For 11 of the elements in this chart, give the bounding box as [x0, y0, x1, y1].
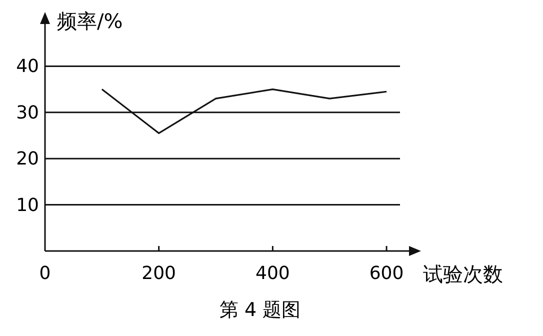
y-tick-label: 10 — [16, 194, 39, 216]
y-axis-title: 频率/% — [57, 9, 123, 33]
text: 第 4 题图 — [219, 299, 301, 321]
y-tick-label: 30 — [16, 102, 39, 124]
y-tick-label: 20 — [16, 148, 39, 170]
x-axis-title: 试验次数 — [423, 262, 503, 286]
x-tick-label: 200 — [142, 263, 176, 284]
y-tick-label: 40 — [16, 56, 39, 78]
x-tick-label: 0 — [39, 263, 51, 284]
x-tick-label: 400 — [256, 263, 290, 284]
x-tick-label: 600 — [369, 263, 404, 284]
